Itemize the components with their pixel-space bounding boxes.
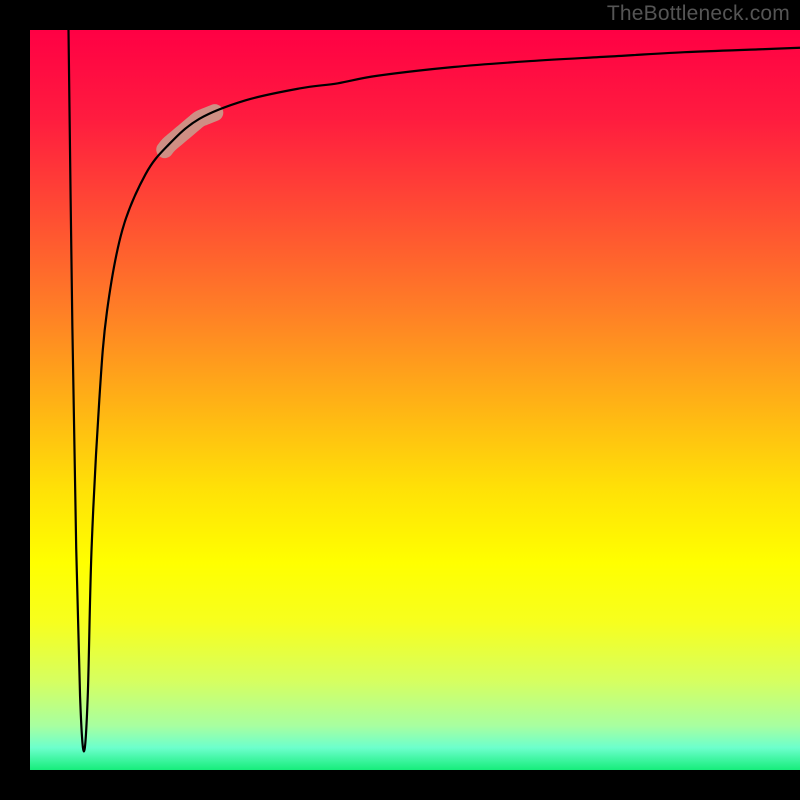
- chart-background: [30, 30, 800, 770]
- bottleneck-chart: [0, 0, 800, 800]
- attribution-label: TheBottleneck.com: [607, 2, 790, 26]
- chart-container: TheBottleneck.com: [0, 0, 800, 800]
